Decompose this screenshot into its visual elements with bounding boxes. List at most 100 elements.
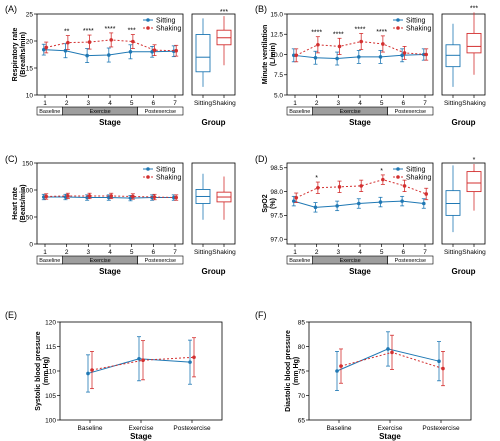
box — [195, 34, 211, 73]
y-axis-title: Minute ventilation (L/min) — [262, 25, 277, 85]
x-tick-label: 4 — [358, 249, 362, 256]
x-axis-title: Stage — [99, 118, 121, 127]
data-point — [131, 39, 135, 44]
data-point — [294, 195, 299, 200]
y-axis-label: Systolic blood pressure — [35, 331, 42, 410]
significance-mark: *** — [470, 5, 478, 12]
significance-mark: **** — [105, 26, 116, 33]
x-tick-label: 2 — [315, 100, 319, 107]
x-axis-title: Stage — [379, 432, 401, 441]
significance-mark: ** — [64, 29, 70, 36]
y-tick-label: 97.5 — [270, 213, 283, 220]
legend-label: Sitting — [406, 167, 426, 174]
x-tick-label: Baseline — [78, 425, 103, 432]
y-axis-title: Systolic blood pressure (mm Hg) — [35, 331, 50, 410]
y-axis-unit: (Beats/min) — [20, 184, 27, 222]
legend-label: Shaking — [156, 26, 181, 33]
legend-marker — [396, 18, 400, 22]
series-shaking — [44, 192, 179, 201]
data-point — [337, 44, 342, 49]
y-axis-title: Respiratory rate (Breaths/min) — [12, 28, 27, 82]
data-point — [335, 56, 339, 61]
y-tick-label: 15 — [26, 65, 34, 72]
data-point — [128, 50, 133, 54]
x-tick-label: 7 — [423, 249, 427, 256]
panel-label: (F) — [255, 310, 267, 320]
legend-marker — [146, 175, 150, 179]
y-tick-label: 70 — [298, 393, 306, 400]
data-point — [400, 53, 404, 58]
y-tick-label: 10 — [26, 92, 34, 99]
y-axis-label: Respiratory rate — [12, 28, 19, 82]
x-tick-label: 2 — [65, 249, 69, 256]
x-tick-label: Postexercise — [173, 425, 211, 432]
box-x-axis-title: Group — [452, 267, 476, 276]
legend-label: Sitting — [156, 167, 176, 174]
y-axis-title: Diastolic blood pressure (mm Hg) — [285, 330, 300, 412]
x-tick-label: 7 — [423, 100, 427, 107]
box-x-axis-title: Group — [202, 118, 226, 127]
data-point — [339, 364, 343, 368]
x-tick-label: Baseline — [327, 425, 352, 432]
data-point — [422, 201, 426, 206]
x-tick-label: 3 — [87, 100, 91, 107]
box-category-label: Shaking — [462, 249, 486, 256]
legend-label: Shaking — [406, 175, 431, 182]
y-tick-label: 150 — [22, 160, 33, 167]
y-tick-label: 98.5 — [270, 165, 283, 172]
series-sitting — [291, 195, 426, 213]
stage-label: Baseline — [289, 258, 310, 264]
legend-marker — [146, 18, 150, 22]
data-point — [87, 194, 92, 198]
legend-label: Shaking — [406, 26, 431, 33]
data-point — [359, 39, 364, 44]
x-tick-label: 6 — [402, 100, 406, 107]
data-point — [44, 45, 48, 50]
y-tick-label: 10.0 — [270, 52, 283, 59]
x-tick-label: 1 — [43, 100, 47, 107]
box-category-label: Sitting — [444, 100, 462, 107]
data-point — [174, 48, 178, 53]
box-category-label: Sitting — [194, 100, 212, 107]
x-tick-label: 3 — [337, 249, 341, 256]
panel-label: (B) — [255, 4, 267, 14]
box-x-axis-title: Group — [452, 118, 476, 127]
stage-segment-3 — [137, 255, 184, 265]
y-tick-label: 100 — [45, 417, 56, 424]
y-axis-unit: (Breaths/min) — [20, 32, 27, 77]
x-axis-title: Stage — [130, 432, 152, 441]
y-axis-title: Heart rate (Beats/min) — [12, 184, 27, 222]
y-tick-label: 50 — [26, 214, 34, 221]
x-tick-label: 4 — [358, 100, 362, 107]
x-tick-label: 6 — [152, 100, 156, 107]
data-point — [42, 47, 46, 52]
data-point — [188, 360, 192, 364]
significance-mark: **** — [83, 28, 94, 35]
x-tick-label: Postexercise — [422, 425, 460, 432]
data-point — [424, 52, 429, 57]
boxplot-group: Sitting Shaking *** Group — [191, 9, 236, 127]
data-point — [86, 371, 90, 376]
series-sitting — [335, 331, 441, 392]
y-tick-label: 115 — [46, 344, 57, 351]
box — [466, 32, 482, 54]
boxplot-group: Sitting Shaking Group — [191, 162, 236, 276]
data-point — [294, 53, 299, 58]
y-tick-label: 25 — [26, 11, 34, 18]
data-point — [316, 185, 320, 190]
box — [466, 171, 482, 193]
y-axis-label: Heart rate — [12, 187, 19, 220]
data-point — [424, 192, 429, 196]
panel-label: (D) — [255, 154, 268, 164]
significance-mark: *** — [220, 9, 228, 16]
x-tick-label: 1 — [293, 100, 297, 107]
stage-label: Baseline — [289, 109, 310, 115]
series-shaking — [294, 33, 429, 63]
box-category-label: Sitting — [194, 249, 212, 256]
plot-frame — [308, 321, 472, 421]
stage-label: Baseline — [39, 258, 60, 264]
box-x-axis-title: Group — [202, 267, 226, 276]
